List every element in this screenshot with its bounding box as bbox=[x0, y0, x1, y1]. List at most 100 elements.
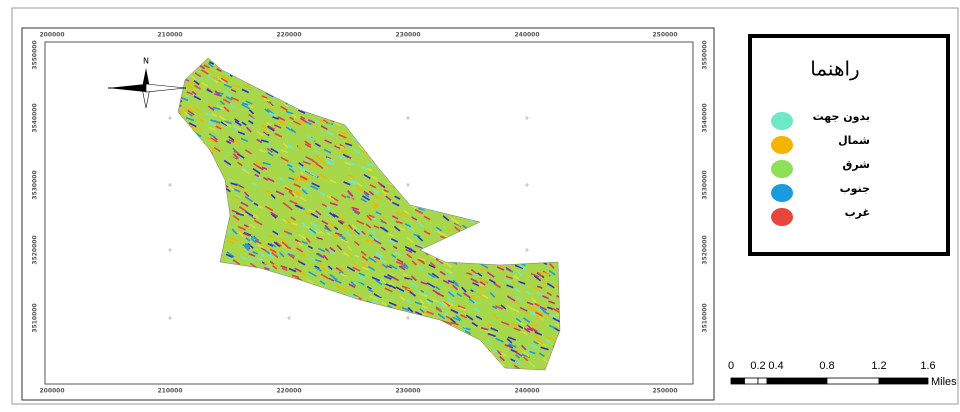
texture-stroke bbox=[548, 370, 552, 375]
texture-stroke bbox=[431, 354, 438, 357]
texture-stroke bbox=[319, 105, 325, 108]
texture-stroke bbox=[485, 54, 489, 56]
texture-stroke bbox=[182, 253, 188, 256]
texture-stroke bbox=[256, 288, 261, 291]
texture-stroke bbox=[308, 378, 316, 380]
texture-stroke bbox=[498, 67, 503, 71]
texture-stroke bbox=[412, 154, 416, 158]
texture-stroke bbox=[391, 85, 398, 88]
texture-stroke bbox=[344, 350, 350, 354]
texture-stroke bbox=[192, 299, 198, 304]
texture-stroke bbox=[259, 331, 267, 335]
north-label: N bbox=[143, 57, 149, 66]
texture-stroke bbox=[322, 70, 329, 72]
legend-label: شرق bbox=[843, 158, 871, 171]
texture-stroke bbox=[337, 368, 344, 373]
texture-stroke bbox=[262, 280, 269, 283]
texture-stroke bbox=[416, 139, 424, 141]
texture-stroke bbox=[458, 170, 466, 173]
texture-stroke bbox=[213, 56, 218, 58]
texture-stroke bbox=[245, 276, 249, 279]
texture-stroke bbox=[346, 74, 351, 79]
texture-stroke bbox=[568, 312, 575, 316]
texture-stroke bbox=[250, 377, 257, 381]
texture-stroke bbox=[317, 374, 325, 378]
texture-stroke bbox=[462, 120, 467, 122]
texture-stroke bbox=[336, 54, 341, 58]
texture-stroke bbox=[264, 332, 270, 337]
texture-stroke bbox=[268, 377, 274, 381]
texture-stroke bbox=[391, 61, 399, 65]
texture-stroke bbox=[291, 88, 298, 92]
texture-stroke bbox=[365, 137, 369, 141]
texture-stroke bbox=[478, 377, 483, 380]
texture-stroke bbox=[252, 303, 256, 305]
texture-stroke bbox=[533, 258, 540, 262]
texture-stroke bbox=[475, 134, 480, 136]
texture-stroke bbox=[393, 138, 398, 141]
texture-stroke bbox=[403, 111, 407, 115]
texture-stroke bbox=[429, 62, 434, 64]
texture-stroke bbox=[295, 67, 301, 72]
texture-stroke bbox=[447, 111, 453, 115]
texture-stroke bbox=[565, 326, 573, 329]
texture-stroke bbox=[562, 328, 567, 333]
y-coord-label: 3550000 bbox=[32, 40, 39, 69]
texture-stroke bbox=[559, 203, 564, 208]
texture-stroke bbox=[501, 56, 509, 59]
texture-stroke bbox=[358, 312, 366, 316]
texture-stroke bbox=[337, 111, 343, 115]
texture-stroke bbox=[177, 58, 184, 63]
x-coord-label: 250000 bbox=[652, 388, 677, 395]
texture-stroke bbox=[442, 70, 449, 73]
texture-stroke bbox=[563, 318, 568, 323]
texture-stroke bbox=[188, 171, 196, 173]
texture-stroke bbox=[503, 112, 510, 115]
texture-stroke bbox=[563, 66, 569, 69]
texture-stroke bbox=[560, 137, 565, 142]
texture-stroke bbox=[257, 337, 264, 340]
texture-stroke bbox=[302, 101, 308, 104]
texture-stroke bbox=[216, 191, 220, 193]
texture-stroke bbox=[348, 69, 356, 74]
texture-stroke bbox=[366, 359, 373, 364]
texture-stroke bbox=[368, 307, 373, 309]
texture-stroke bbox=[445, 99, 451, 103]
texture-stroke bbox=[239, 319, 245, 324]
texture-stroke bbox=[214, 321, 221, 324]
texture-stroke bbox=[539, 117, 543, 120]
texture-stroke bbox=[567, 91, 574, 95]
texture-stroke bbox=[201, 174, 205, 178]
texture-stroke bbox=[445, 129, 453, 132]
texture-stroke bbox=[434, 166, 439, 171]
texture-stroke bbox=[186, 317, 192, 319]
texture-stroke bbox=[191, 139, 197, 143]
texture-stroke bbox=[506, 78, 511, 82]
texture-stroke bbox=[562, 281, 567, 285]
texture-stroke bbox=[400, 152, 408, 155]
texture-stroke bbox=[438, 242, 444, 245]
texture-stroke bbox=[509, 144, 515, 146]
texture-stroke bbox=[513, 113, 520, 115]
texture-stroke bbox=[381, 85, 387, 90]
texture-stroke bbox=[329, 336, 336, 339]
texture-stroke bbox=[198, 323, 203, 327]
texture-stroke bbox=[264, 59, 269, 63]
texture-stroke bbox=[178, 272, 185, 274]
texture-stroke bbox=[207, 344, 212, 349]
texture-stroke bbox=[359, 133, 363, 135]
texture-stroke bbox=[552, 176, 556, 178]
texture-stroke bbox=[197, 215, 204, 219]
texture-stroke bbox=[190, 158, 195, 160]
texture-stroke bbox=[429, 106, 433, 109]
texture-stroke bbox=[537, 204, 543, 206]
texture-stroke bbox=[453, 167, 459, 171]
texture-stroke bbox=[172, 369, 179, 373]
grid-cross bbox=[525, 248, 529, 252]
texture-stroke bbox=[312, 335, 319, 339]
texture-stroke bbox=[428, 54, 436, 59]
texture-stroke bbox=[178, 125, 184, 130]
texture-stroke bbox=[269, 290, 277, 293]
texture-stroke bbox=[484, 103, 489, 108]
texture-stroke bbox=[180, 377, 188, 381]
